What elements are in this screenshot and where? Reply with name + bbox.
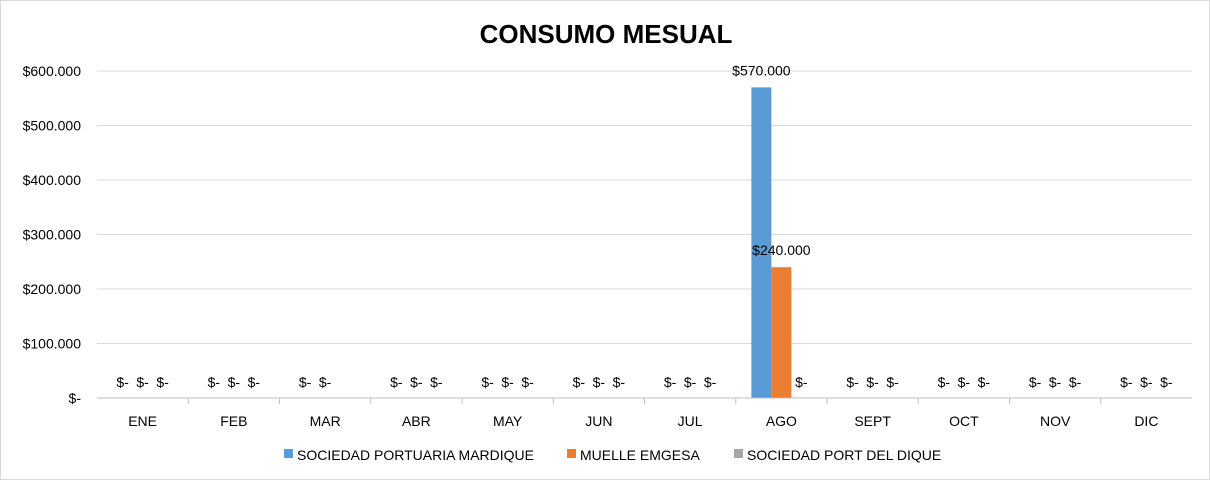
data-label: $- — [1049, 374, 1062, 390]
data-label: $- — [866, 374, 879, 390]
data-label: $- — [886, 374, 899, 390]
data-label: $- — [319, 374, 332, 390]
y-tick-label: $400.000 — [23, 172, 82, 188]
x-tick-label: OCT — [949, 413, 979, 429]
legend: SOCIEDAD PORTUARIA MARDIQUE MUELLE EMGESA… — [284, 447, 941, 463]
x-tick-label: ABR — [402, 413, 431, 429]
data-label: $- — [501, 374, 514, 390]
data-label: $- — [573, 374, 586, 390]
data-label: $240.000 — [752, 242, 811, 258]
data-label: $- — [846, 374, 859, 390]
x-axis-ticks: ENE FEB MAR ABR MAY JUN JUL AGO SEPT OCT NOV DIC — [97, 397, 1192, 429]
y-tick-label: $500.000 — [23, 118, 82, 134]
chart-title: CONSUMO MESUAL — [480, 19, 733, 49]
data-label: $- — [208, 374, 221, 390]
y-tick-label: $300.000 — [23, 227, 82, 243]
legend-swatch — [284, 449, 293, 458]
x-tick-label: DIC — [1134, 413, 1158, 429]
data-label: $- — [248, 374, 261, 390]
x-tick-label: ENE — [128, 413, 157, 429]
x-tick-label: NOV — [1040, 413, 1071, 429]
legend-label: MUELLE EMGESA — [580, 447, 700, 463]
bars — [751, 87, 792, 398]
legend-swatch — [734, 449, 743, 458]
x-tick-label: JUL — [678, 413, 703, 429]
data-label: $- — [390, 374, 403, 390]
legend-label: SOCIEDAD PORTUARIA MARDIQUE — [297, 447, 534, 463]
data-labels: $- $- $- $- $- $- $- $- $- $- $- $- $- $- $- $- $- $- $- $-… — [116, 62, 1173, 390]
data-label: $- — [521, 374, 534, 390]
data-label: $- — [410, 374, 423, 390]
data-label: $- — [704, 374, 717, 390]
data-label: $- — [613, 374, 626, 390]
x-tick-label: MAR — [310, 413, 341, 429]
data-label: $- — [481, 374, 494, 390]
x-tick-label: MAY — [493, 413, 523, 429]
x-tick-label: AGO — [766, 413, 797, 429]
data-label: $- — [664, 374, 677, 390]
data-label: $- — [938, 374, 951, 390]
data-label: $- — [156, 374, 169, 390]
data-label: $- — [116, 374, 129, 390]
data-label: $- — [1160, 374, 1173, 390]
y-tick-label: $200.000 — [23, 281, 82, 297]
gridlines — [97, 70, 1192, 399]
data-label: $- — [684, 374, 697, 390]
data-label: $- — [795, 374, 808, 390]
data-label: $- — [1069, 374, 1082, 390]
x-tick-label: SEPT — [854, 413, 891, 429]
y-tick-label: $100.000 — [23, 336, 82, 352]
y-axis-ticks: $- $100.000 $200.000 $300.000 $400.000 $500.0… — [23, 63, 82, 406]
data-label: $- — [593, 374, 606, 390]
legend-label: SOCIEDAD PORT DEL DIQUE — [747, 447, 941, 463]
bar — [771, 267, 792, 398]
data-label: $- — [1120, 374, 1133, 390]
x-tick-label: FEB — [220, 413, 247, 429]
data-label: $- — [136, 374, 149, 390]
data-label: $- — [1029, 374, 1042, 390]
y-tick-label: $600.000 — [23, 63, 82, 79]
data-label: $- — [958, 374, 971, 390]
y-tick-label: $- — [69, 390, 82, 406]
data-label: $- — [978, 374, 991, 390]
x-tick-label: JUN — [585, 413, 612, 429]
bar — [751, 87, 772, 398]
data-label: $- — [430, 374, 443, 390]
data-label: $- — [228, 374, 241, 390]
data-label: $- — [299, 374, 312, 390]
legend-swatch — [567, 449, 576, 458]
data-label: $- — [1140, 374, 1153, 390]
data-label: $570.000 — [732, 62, 791, 78]
